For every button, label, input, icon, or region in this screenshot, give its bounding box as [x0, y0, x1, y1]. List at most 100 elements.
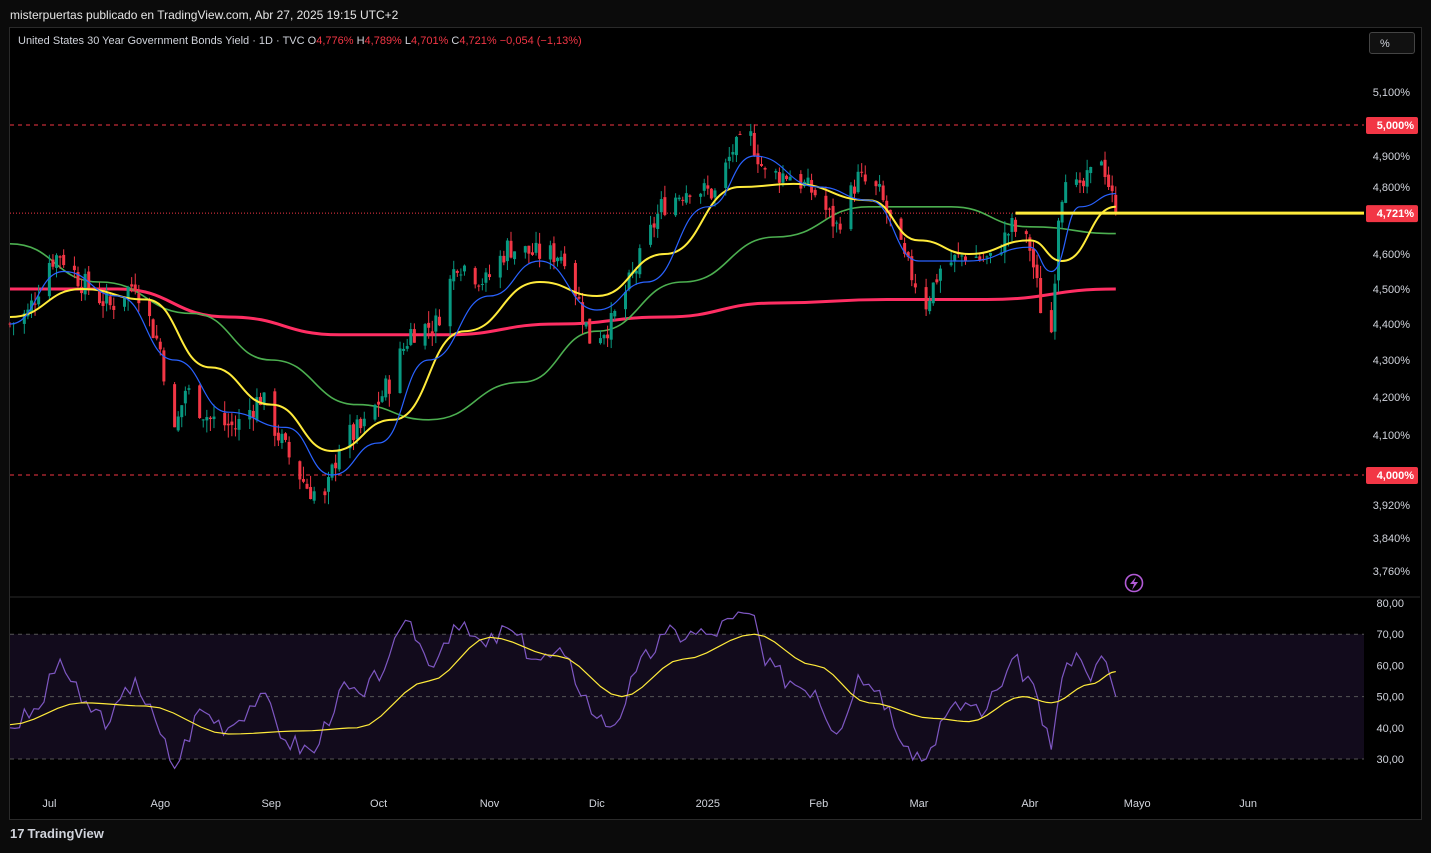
- candle-body: [47, 262, 51, 297]
- candle-body: [148, 300, 152, 317]
- candle-body: [960, 255, 964, 257]
- candle-body: [473, 268, 477, 285]
- candle-body: [101, 301, 105, 307]
- candle-body: [1089, 167, 1093, 174]
- candle-body: [935, 279, 939, 283]
- candle-body: [437, 316, 441, 326]
- candle-body: [913, 283, 917, 288]
- low-label: L: [404, 35, 412, 47]
- ma-fast-line: [9, 155, 1116, 476]
- candle-body: [552, 243, 556, 263]
- candle-body: [309, 487, 313, 500]
- price-axis-label: 4,900%: [1373, 151, 1411, 163]
- candle-body: [738, 133, 742, 135]
- candle-body: [556, 257, 560, 262]
- tradingview-brand[interactable]: 17 TradingView: [10, 826, 104, 841]
- candle-body: [523, 246, 527, 253]
- candle-body: [133, 284, 137, 292]
- candle-body: [530, 252, 534, 255]
- candle-body: [613, 310, 617, 317]
- candle-body: [938, 268, 942, 281]
- candle-body: [480, 283, 484, 285]
- candle-body: [534, 242, 538, 253]
- candle-body: [1057, 220, 1061, 281]
- candle-body: [330, 464, 334, 478]
- ma-long-line: [10, 287, 1116, 337]
- candle-body: [606, 334, 610, 339]
- candle-body: [806, 177, 810, 185]
- candle-body: [126, 286, 130, 299]
- candle-body: [709, 188, 713, 199]
- candle-body: [151, 319, 155, 339]
- candle-body: [348, 424, 352, 449]
- candle-body: [638, 248, 642, 275]
- candle-body: [55, 255, 59, 268]
- price-axis-tag: [1366, 467, 1418, 484]
- rsi-axis-label: 40,00: [1376, 723, 1404, 735]
- candle-body: [276, 432, 280, 441]
- candle-body: [72, 265, 76, 271]
- candle-body: [334, 462, 338, 469]
- candle-body: [774, 170, 778, 173]
- candle-body: [627, 272, 631, 290]
- candle-body: [505, 240, 509, 262]
- high-value: 4,789%: [364, 35, 402, 47]
- candle-body: [878, 183, 882, 187]
- candle-body: [280, 433, 284, 444]
- change-value: −0,054 (−1,13%): [499, 35, 582, 47]
- candle-body: [452, 269, 456, 282]
- candle-body: [684, 193, 688, 203]
- candle-body: [405, 346, 409, 349]
- brand-name: TradingView: [27, 826, 104, 841]
- candle-body: [233, 428, 237, 430]
- candle-body: [656, 213, 660, 229]
- candle-body: [513, 251, 517, 260]
- candle-body: [251, 410, 255, 418]
- candle-body: [788, 176, 792, 181]
- candle-body: [301, 479, 305, 482]
- candle-body: [752, 132, 756, 156]
- time-axis-label: Mar: [909, 798, 928, 810]
- candle-body: [699, 193, 703, 197]
- percent-scale-button[interactable]: %: [1369, 32, 1415, 54]
- candle-body: [130, 284, 134, 287]
- candle-body: [112, 305, 116, 310]
- candle-body: [978, 256, 982, 261]
- candle-body: [573, 263, 577, 297]
- candle-body: [377, 401, 381, 405]
- candle-body: [212, 416, 216, 420]
- candle-body: [62, 254, 66, 266]
- candle-body: [856, 171, 860, 193]
- candle-body: [835, 222, 839, 224]
- alert-bolt-icon[interactable]: [1124, 573, 1144, 593]
- candle-body: [598, 338, 602, 344]
- candle-body: [29, 300, 33, 313]
- candle-body: [649, 224, 653, 245]
- candle-body: [727, 156, 731, 161]
- rsi-ma-line: [9, 633, 1116, 735]
- candle-body: [763, 168, 767, 170]
- candle-body: [813, 189, 817, 196]
- candle-body: [427, 322, 431, 328]
- candle-body: [949, 262, 953, 266]
- rsi-pane: [9, 611, 1364, 770]
- candle-body: [602, 335, 606, 339]
- price-axis-label: 3,760%: [1373, 566, 1411, 578]
- candle-body: [1085, 170, 1089, 187]
- candle-body: [173, 384, 177, 428]
- time-axis-label: Jun: [1239, 798, 1257, 810]
- candle-body: [498, 255, 502, 278]
- candle-body: [362, 418, 366, 427]
- low-value: 4,701%: [411, 35, 449, 47]
- candle-body: [1024, 231, 1028, 235]
- candle-body: [677, 197, 681, 200]
- candle-body: [230, 421, 234, 426]
- tradingview-logo-icon: 17: [10, 826, 25, 841]
- candle-body: [430, 331, 434, 334]
- candle-body: [659, 199, 663, 213]
- candle-body: [974, 256, 978, 258]
- candle-body: [158, 341, 162, 350]
- candle-body: [931, 282, 935, 304]
- open-label: O: [307, 35, 317, 47]
